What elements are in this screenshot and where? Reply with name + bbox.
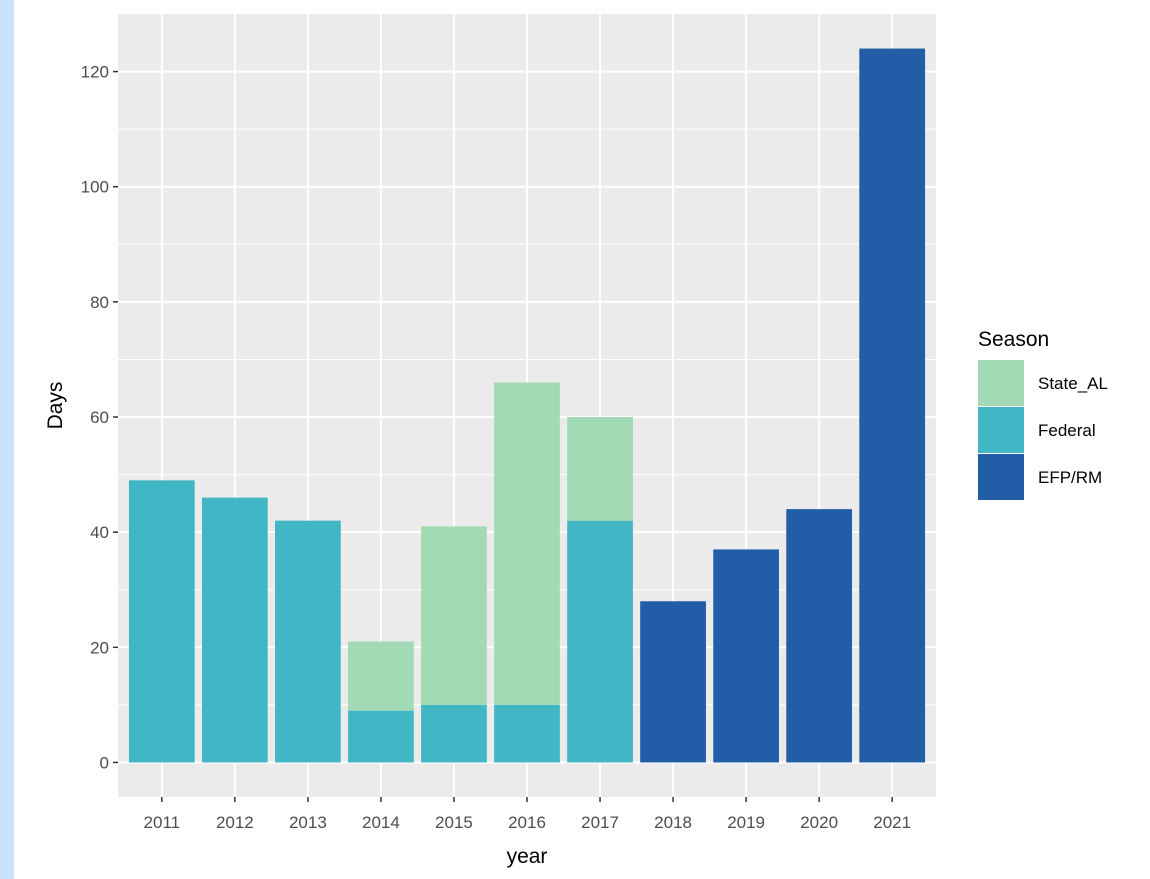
bar-efp-rm-2018	[640, 601, 706, 763]
y-tick-label: 100	[81, 178, 109, 197]
bar-federal-2014	[348, 710, 414, 763]
bar-efp-rm-2019	[713, 549, 779, 763]
legend-label: Federal	[1038, 421, 1096, 440]
legend-key-federal	[978, 407, 1024, 453]
x-tick-label: 2020	[800, 813, 838, 832]
bar-federal-2017	[567, 520, 633, 763]
x-tick-label: 2012	[216, 813, 254, 832]
bar-state-al-2014	[348, 641, 414, 711]
y-tick-label: 120	[81, 63, 109, 82]
x-axis-title: year	[507, 845, 548, 868]
bar-state-al-2017	[567, 417, 633, 521]
y-tick-label: 60	[90, 408, 109, 427]
x-tick-label: 2017	[581, 813, 619, 832]
bar-efp-rm-2021	[859, 48, 926, 763]
bar-federal-2016	[494, 704, 560, 763]
legend-title: Season	[978, 328, 1049, 351]
chart-svg: 0 20 40 60 80 100 120 2011 2012 2013 2014 2015 2016 2…	[44, 14, 1108, 868]
x-tick-label: 2015	[435, 813, 473, 832]
bar-federal-2012	[201, 497, 268, 763]
bar-federal-2011	[128, 480, 195, 763]
legend-label: State_AL	[1038, 374, 1108, 393]
chart-canvas: 0 20 40 60 80 100 120 2011 2012 2013 2014 2015 2016 2…	[14, 0, 1150, 879]
bar-state-al-2016	[494, 382, 560, 705]
y-tick-label: 20	[90, 638, 109, 657]
legend-key-efp-rm	[978, 454, 1024, 500]
x-tick-label: 2011	[144, 813, 181, 832]
bar-federal-2013	[275, 520, 341, 763]
x-tick-label: 2014	[362, 813, 400, 832]
x-tick-label: 2019	[727, 813, 765, 832]
y-axis-title: Days	[44, 382, 67, 430]
legend-label: EFP/RM	[1038, 468, 1102, 487]
y-tick-label: 40	[90, 523, 109, 542]
y-tick-label: 80	[90, 293, 109, 312]
x-tick-label: 2018	[654, 813, 692, 832]
legend-key-state-al	[978, 360, 1024, 406]
bar-efp-rm-2020	[786, 509, 853, 763]
y-tick-label: 0	[100, 753, 109, 772]
bar-state-al-2015	[421, 526, 487, 705]
bar-federal-2015	[421, 704, 487, 763]
x-tick-label: 2016	[508, 813, 546, 832]
x-tick-label: 2021	[873, 813, 911, 832]
x-tick-label: 2013	[289, 813, 327, 832]
